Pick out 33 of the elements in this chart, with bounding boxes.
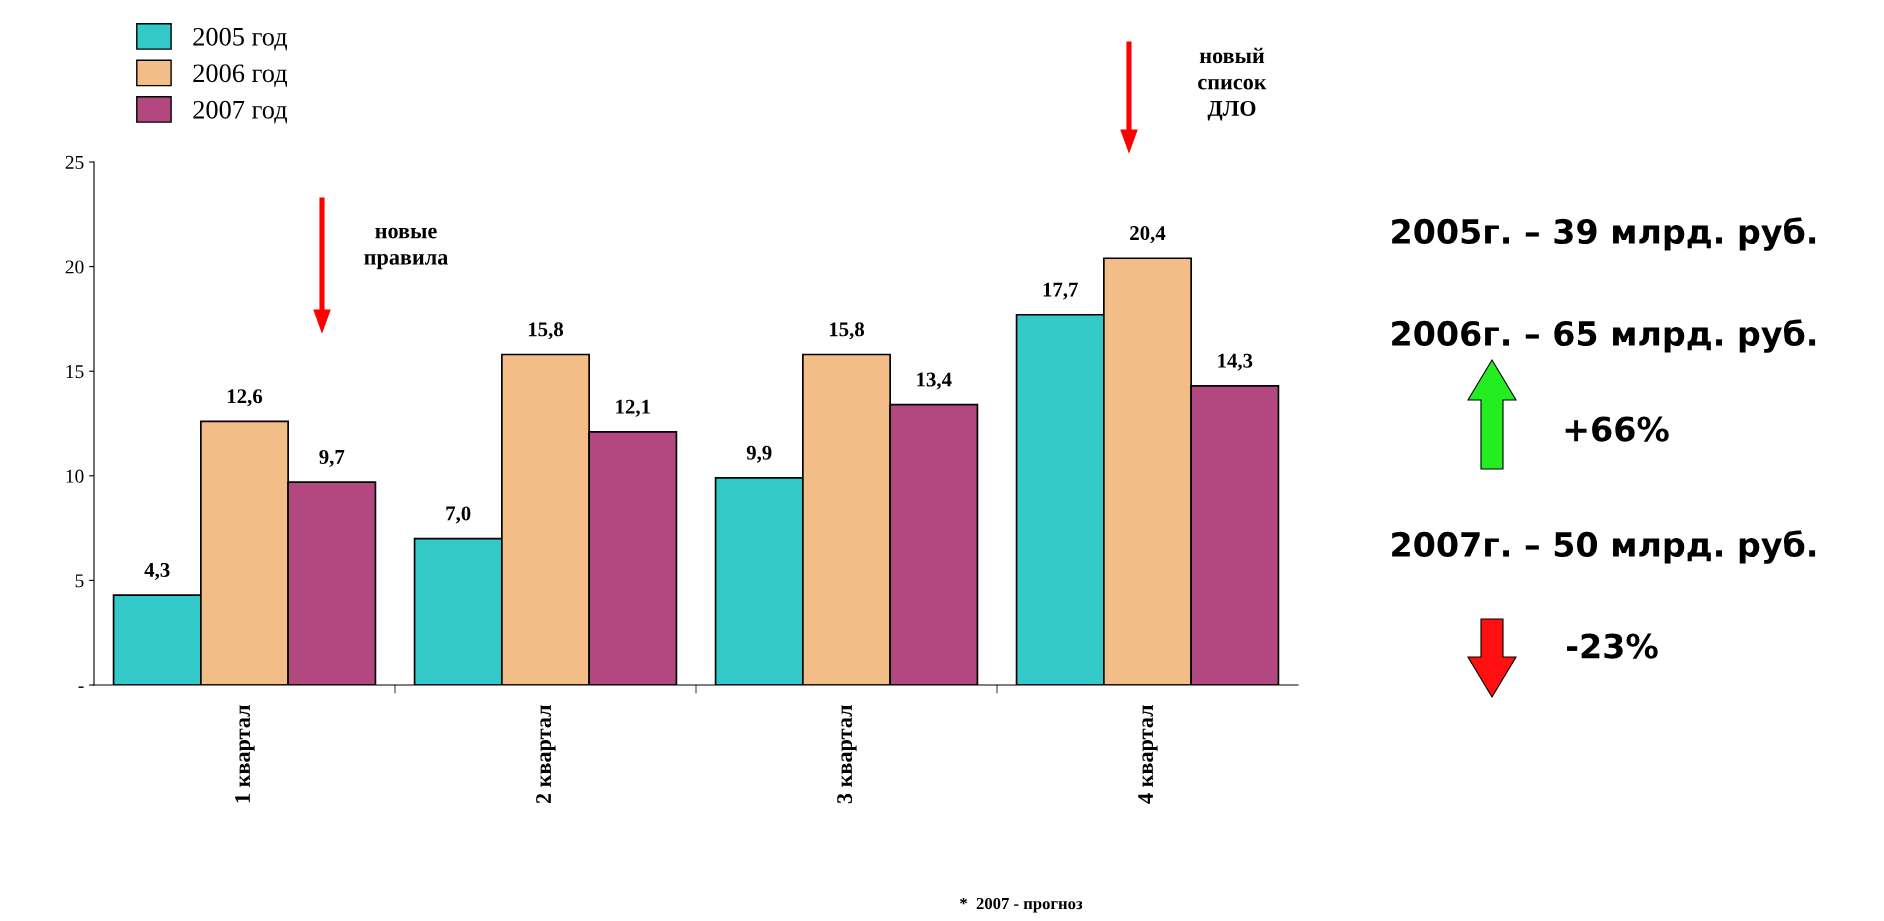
text: 2006г. – 65 млрд. руб. bbox=[1392, 319, 1816, 353]
data-label: 4,3 bbox=[144, 562, 170, 580]
text: -23% bbox=[1567, 633, 1658, 659]
data-label: 12,1 bbox=[616, 399, 650, 417]
y-tick-label: 15 bbox=[66, 365, 84, 379]
data-label: 14,3 bbox=[1218, 353, 1253, 371]
y-tick-label: 20 bbox=[65, 260, 84, 274]
data-label: 20,4 bbox=[1130, 226, 1166, 244]
text: 2007г. – 50 млрд. руб. bbox=[1392, 530, 1816, 564]
data-label: 13,4 bbox=[917, 372, 952, 390]
text: +66% bbox=[1565, 416, 1669, 442]
data-label: 12,6 bbox=[227, 389, 263, 407]
data-label: 9,9 bbox=[746, 445, 772, 463]
x-tick-label: 3 квартал bbox=[837, 705, 857, 804]
text: новый список ДЛО bbox=[1198, 47, 1267, 121]
text: 2005г. – 39 млрд. руб. bbox=[1392, 217, 1816, 251]
data-label: 15,8 bbox=[829, 322, 865, 340]
legend-label: 2005 год bbox=[193, 27, 288, 51]
x-tick-label: 1 квартал bbox=[235, 705, 255, 803]
data-label: 15,8 bbox=[528, 322, 564, 340]
data-label: 9,7 bbox=[319, 449, 345, 467]
y-tick-label: 5 bbox=[75, 574, 84, 588]
text: * 2007 - прогноз bbox=[960, 897, 1083, 913]
data-label: 7,0 bbox=[446, 506, 471, 524]
legend-label: 2006 год bbox=[193, 64, 288, 87]
x-tick-label: 4 квартал bbox=[1138, 705, 1158, 804]
legend-label: 2007 год bbox=[193, 100, 288, 124]
data-label: 17,7 bbox=[1043, 282, 1078, 300]
y-tick-label: - bbox=[78, 686, 84, 688]
annotation: новые правила bbox=[364, 227, 448, 270]
y-tick-label: 10 bbox=[66, 469, 84, 483]
x-tick-label: 2 квартал bbox=[536, 705, 556, 804]
y-tick-label: 25 bbox=[65, 155, 84, 169]
